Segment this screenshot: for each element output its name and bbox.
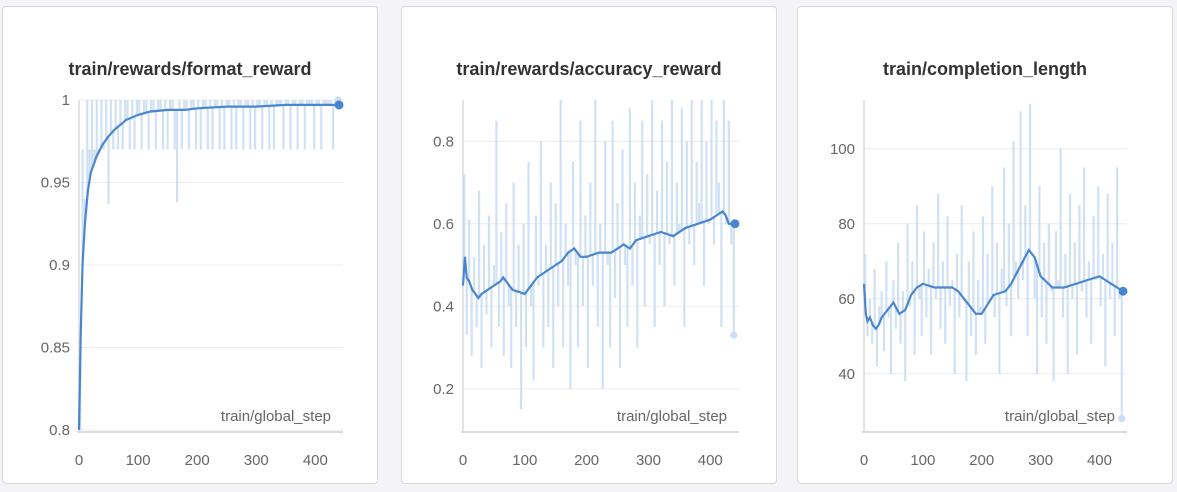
y-tick-label: 0.85 [41, 340, 70, 357]
y-tick-label: 80 [838, 216, 855, 233]
smoothed-line [862, 247, 1124, 331]
y-tick-label: 100 [830, 141, 855, 158]
raw-series [864, 103, 1123, 419]
raw-endpoint [730, 331, 738, 339]
smoothed-endpoint [730, 219, 740, 229]
raw-series [79, 100, 339, 430]
chart-title: train/rewards/accuracy_reward [456, 59, 722, 79]
x-tick-label: 200 [969, 452, 994, 469]
y-tick-label: 40 [838, 366, 855, 383]
y-tick-label: 0.95 [41, 175, 70, 192]
x-tick-label: 300 [636, 452, 661, 469]
smoothed-line [461, 209, 735, 300]
raw-series [463, 100, 735, 410]
y-tick-label: 0.8 [433, 133, 454, 150]
smoothed-endpoint [1118, 286, 1128, 296]
x-tick-label: 300 [1028, 452, 1053, 469]
smoothed-endpoint [334, 100, 344, 110]
x-tick-label: 400 [1087, 452, 1112, 469]
chart-title: train/completion_length [882, 59, 1087, 79]
chart-svg: 0.2 0.4 0.6 0.8 0 100 200 300 400 train/global_st… [433, 100, 740, 469]
chart-svg: 40 60 80 100 0 100 200 300 400 train/global_step [830, 100, 1128, 469]
y-tick-label: 0.2 [433, 381, 454, 398]
y-tick-label: 1 [62, 92, 70, 109]
raw-endpoint [1118, 415, 1126, 423]
y-tick-label: 0.8 [49, 422, 70, 439]
x-tick-label: 400 [698, 452, 723, 469]
x-tick-label: 100 [910, 452, 935, 469]
chart-panel-format-reward: train/rewards/format_reward 0.8 0.85 0.9 0.… [2, 6, 378, 484]
chart-title: train/rewards/format_reward [68, 59, 312, 79]
x-tick-label: 100 [126, 452, 151, 469]
x-axis-label: train/global_step [617, 408, 727, 425]
chart-svg: 0.8 0.85 0.9 0.95 1 0 100 200 300 400 train/global… [41, 92, 344, 469]
x-axis-label: train/global_step [1005, 408, 1115, 425]
y-tick-label: 0.6 [433, 216, 454, 233]
y-tick-label: 0.9 [49, 257, 70, 274]
x-axis-label: train/global_step [221, 408, 331, 425]
x-tick-label: 200 [574, 452, 599, 469]
x-tick-label: 300 [244, 452, 269, 469]
smoothed-line [77, 103, 339, 431]
chart-panel-completion-length: train/completion_length 40 60 80 100 0 100 200… [797, 6, 1173, 484]
x-tick-label: 100 [512, 452, 537, 469]
x-tick-label: 0 [459, 452, 467, 469]
x-tick-label: 0 [860, 452, 868, 469]
x-tick-label: 400 [303, 452, 328, 469]
chart-panel-accuracy-reward: train/rewards/accuracy_reward 0.2 0.4 0.6 0… [401, 6, 777, 484]
x-tick-label: 0 [75, 452, 83, 469]
y-tick-label: 0.4 [433, 298, 454, 315]
y-tick-label: 60 [838, 291, 855, 308]
x-tick-label: 200 [185, 452, 210, 469]
